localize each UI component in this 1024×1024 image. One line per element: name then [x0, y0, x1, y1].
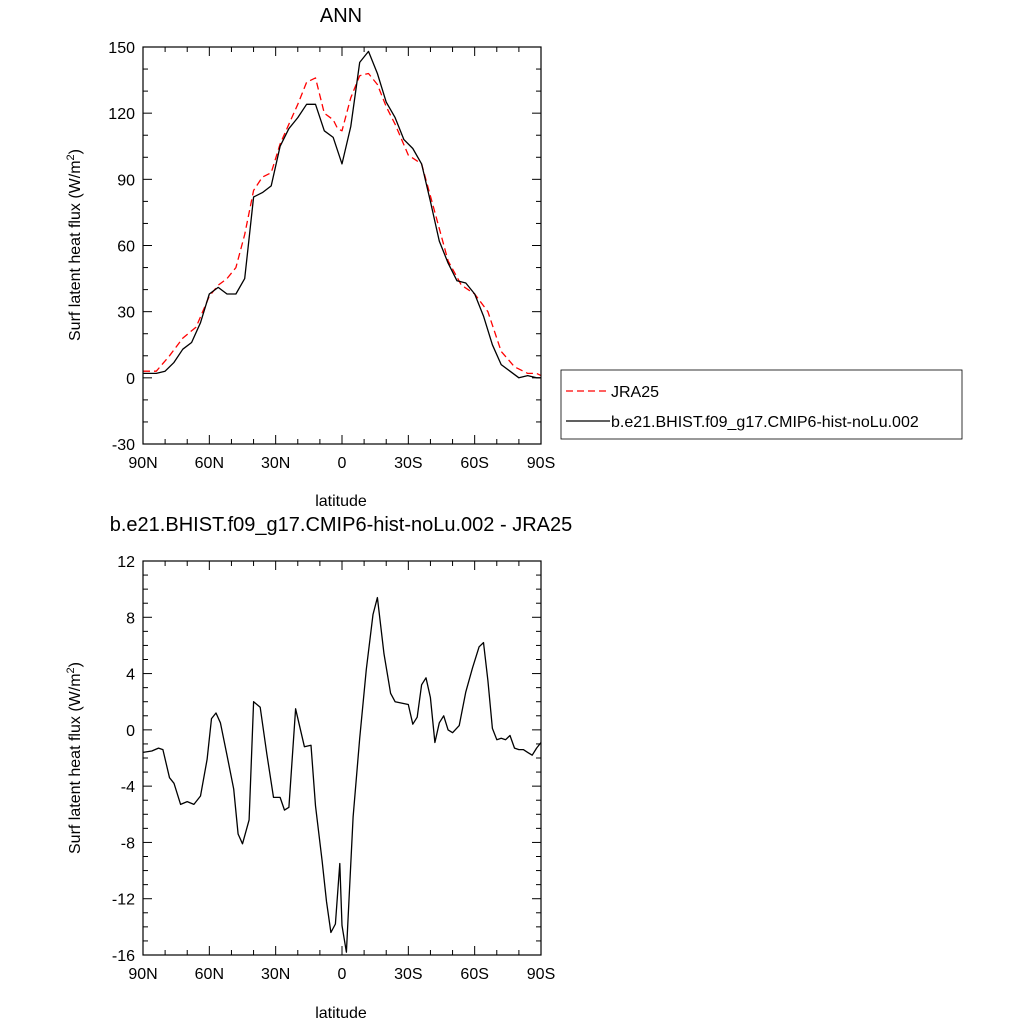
top-panel-y-tick-label: 60 [117, 239, 135, 256]
top-panel-series-line-b-e21-bhist-f09-g17-cmip6-hist-nolu-002 [143, 50, 541, 379]
bottom-panel-y-axis-label-main: Surf latent heat flux (W/m [67, 673, 84, 854]
top-panel-y-axis-label-main: Surf latent heat flux (W/m [67, 160, 84, 341]
bottom-panel-x-tick-label: 30N [261, 966, 290, 983]
top-panel: ANN 90N 60N 30N 0 30S 60S 90S-300306090120150 … [65, 5, 555, 510]
bottom-panel-y-axis-label-sup: 2 [65, 667, 77, 673]
top-panel-y-tick-label: 150 [108, 40, 135, 57]
top-panel-plot-frame [142, 46, 542, 445]
top-panel-x-tick-label: 60N [195, 455, 224, 472]
top-panel-x-tick-label: 90S [527, 455, 555, 472]
top-panel-y-tick-label: 90 [117, 172, 135, 189]
bottom-panel-y-tick-label: -12 [112, 892, 135, 909]
bottom-panel-y-tick-label: 12 [117, 554, 135, 571]
top-panel-series [143, 50, 542, 379]
top-panel-y-axis-label-tail: ) [67, 149, 84, 154]
bottom-panel-x-tick-label: 30S [394, 966, 422, 983]
bottom-panel: b.e21.BHIST.f09_g17.CMIP6-hist-noLu.002 … [65, 514, 572, 1022]
top-panel-y-axis-label-sup: 2 [65, 154, 77, 160]
top-panel-y-tick-label: 120 [108, 106, 135, 123]
bottom-panel-y-tick-label: 4 [126, 667, 135, 684]
bottom-panel-x-axis-label: latitude [315, 1005, 367, 1022]
bottom-panel-y-tick-label: -4 [121, 779, 135, 796]
bottom-panel-y-tick-label: 8 [126, 610, 135, 627]
bottom-panel-series [142, 596, 542, 953]
bottom-panel-y-tick-label: 0 [126, 723, 135, 740]
bottom-panel-x-tick-label: 90N [128, 966, 157, 983]
top-panel-y-tick-label: 30 [117, 305, 135, 322]
top-panel-title: ANN [320, 5, 362, 27]
top-panel-x-tick-label: 0 [338, 455, 347, 472]
bottom-panel-y-axis-label-tail: ) [67, 662, 84, 667]
legend: JRA25 b.e21.BHIST.f09_g17.CMIP6-hist-noL… [560, 369, 963, 440]
legend-label-jra25: JRA25 [611, 384, 659, 401]
legend-box [560, 369, 963, 440]
top-panel-x-axis-label: latitude [315, 493, 367, 510]
bottom-panel-y-axis-label: Surf latent heat flux (W/m2) [65, 662, 84, 854]
top-panel-x-tick-label: 30S [394, 455, 422, 472]
top-panel-x-tick-label: 90N [128, 455, 157, 472]
legend-label-model: b.e21.BHIST.f09_g17.CMIP6-hist-noLu.002 [611, 414, 919, 431]
top-panel-series-line-jra25 [143, 72, 542, 377]
bottom-panel-y-tick-label: -8 [121, 835, 135, 852]
bottom-panel-plot-frame [142, 560, 542, 956]
bottom-panel-x-tick-label: 90S [527, 966, 555, 983]
top-panel-ticks: 90N 60N 30N 0 30S 60S 90S -30 0 30 60 90 120 150 [108, 40, 555, 472]
bottom-panel-series-line-0 [142, 596, 542, 953]
bottom-panel-x-tick-label: 60N [195, 966, 224, 983]
top-panel-x-tick-label: 30N [261, 455, 290, 472]
bottom-panel-x-tick-label: 60S [460, 966, 488, 983]
top-panel-y-tick-label: -30 [112, 437, 135, 454]
top-panel-y-tick-label: 0 [126, 371, 135, 388]
bottom-panel-x-tick-label: 0 [338, 966, 347, 983]
bottom-panel-y-tick-label: -16 [112, 948, 135, 965]
bottom-panel-ticks: 90N 60N 30N 0 30S 60S 90S -16 -12 -8 -4 0 4 8 12 [112, 554, 555, 983]
top-panel-y-axis-label: Surf latent heat flux (W/m2) [65, 149, 84, 341]
bottom-panel-title: b.e21.BHIST.f09_g17.CMIP6-hist-noLu.002 … [110, 514, 572, 536]
top-panel-x-tick-label: 60S [460, 455, 488, 472]
